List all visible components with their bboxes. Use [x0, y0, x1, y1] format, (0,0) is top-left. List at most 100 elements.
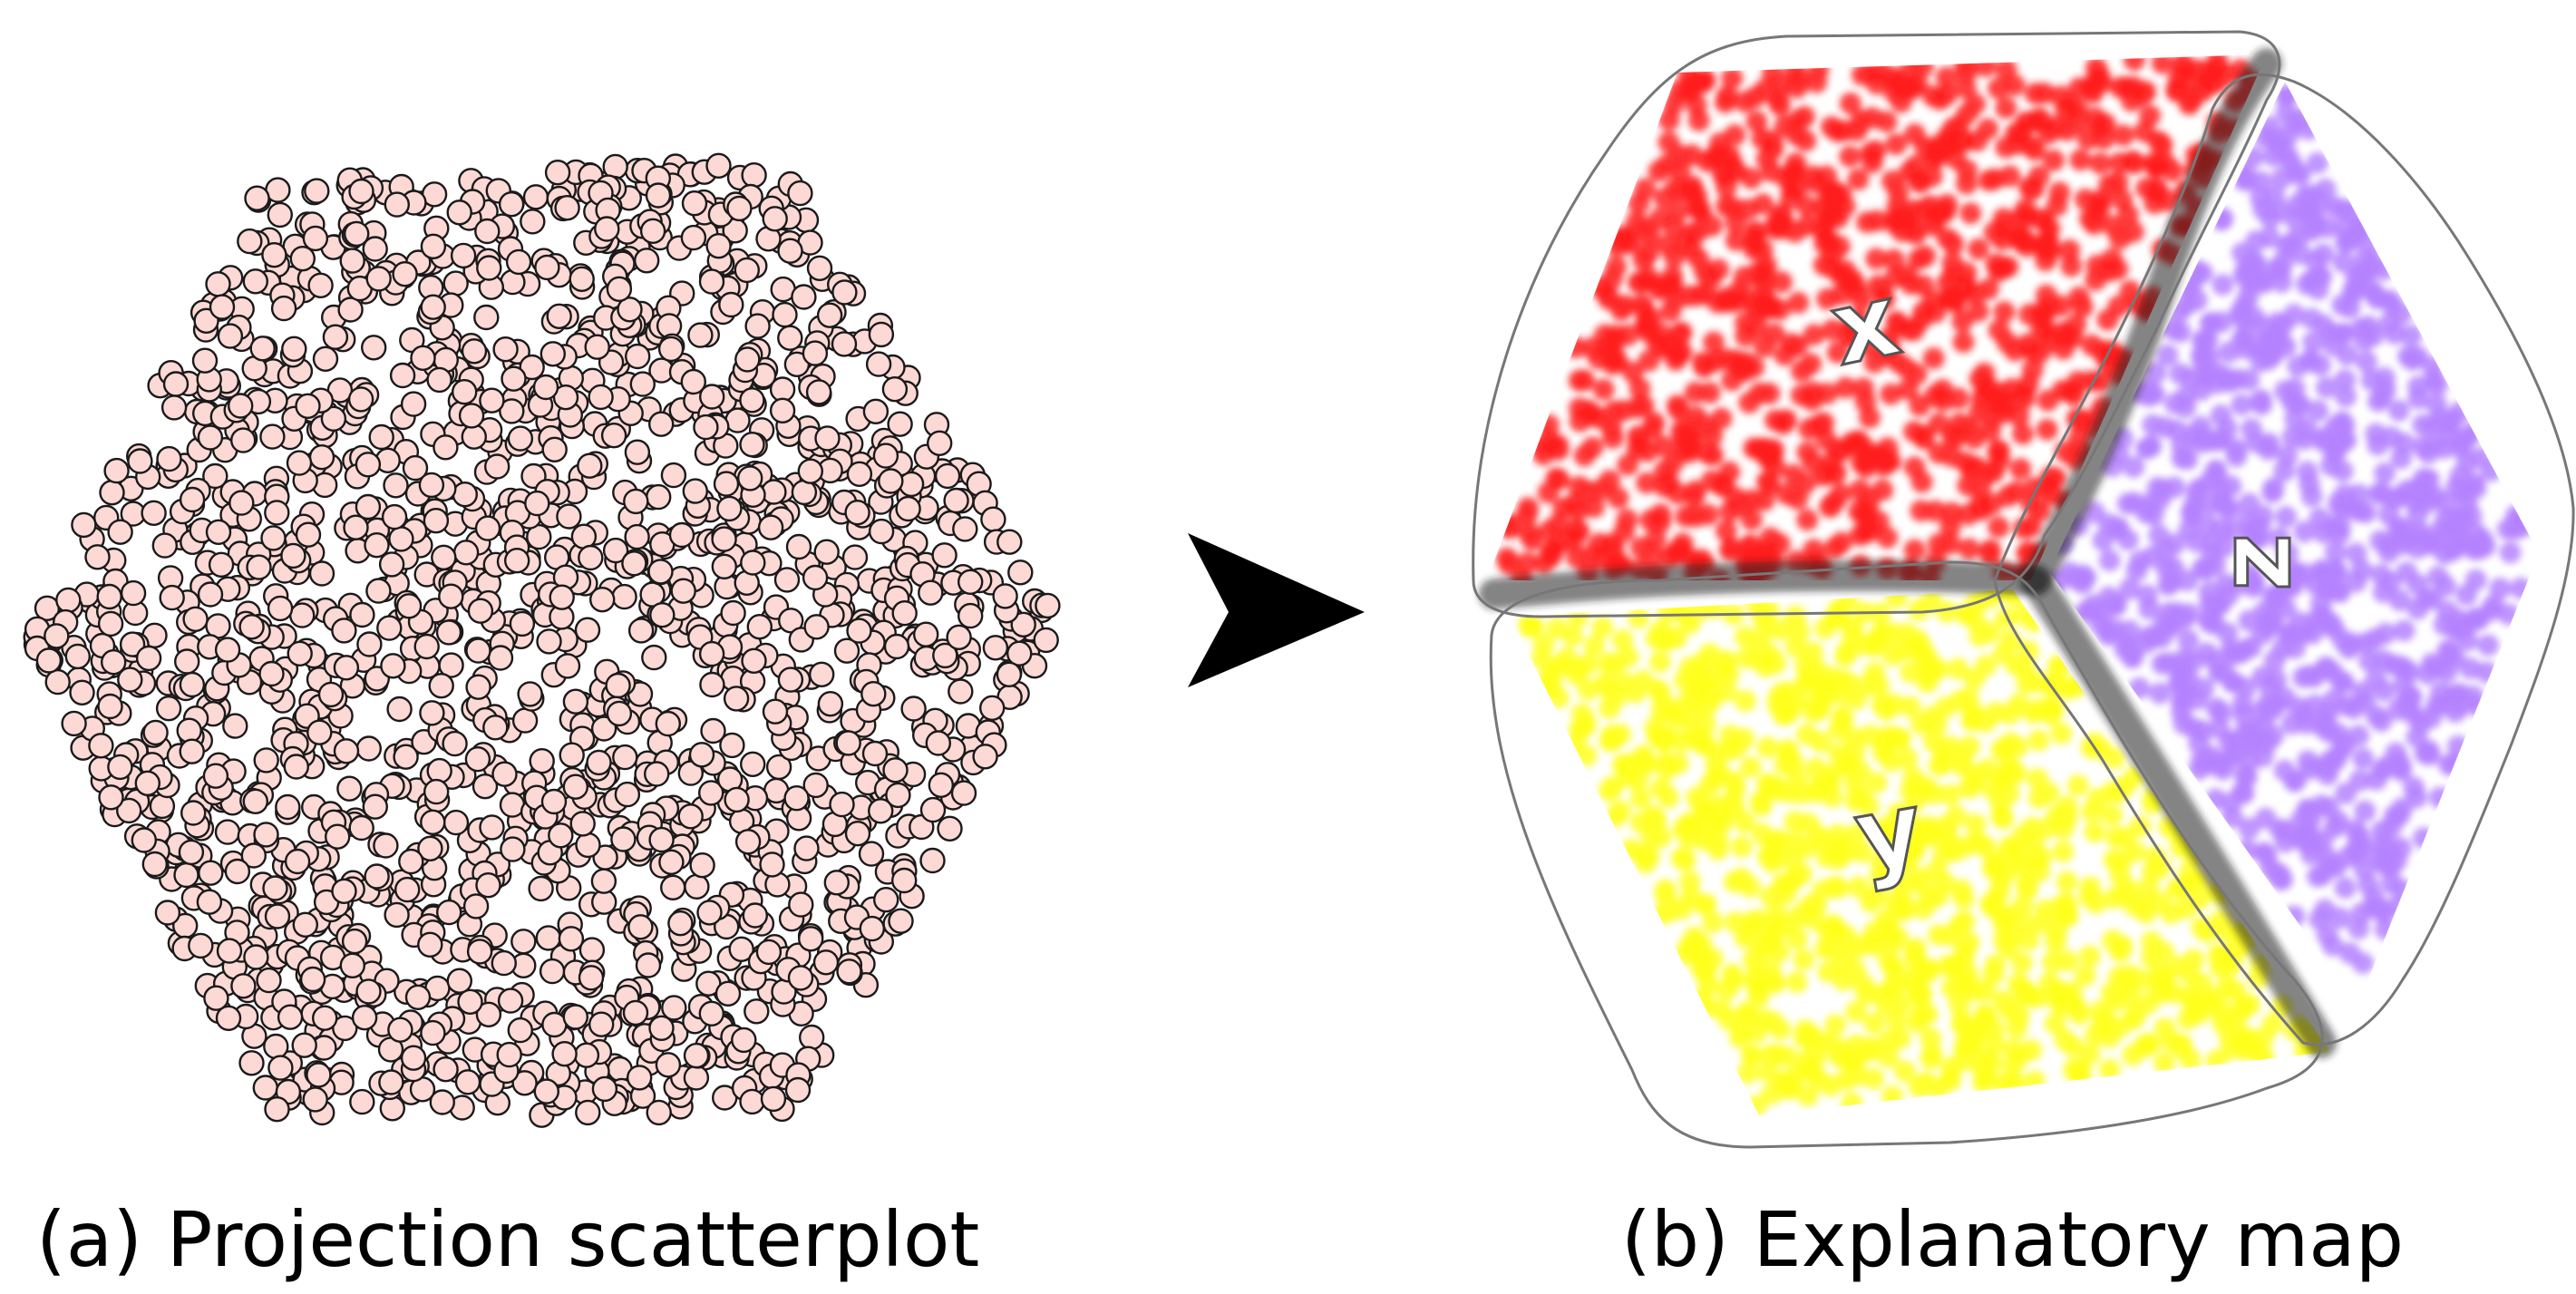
scatter-point — [634, 248, 660, 274]
scatter-point — [362, 793, 388, 820]
map-point — [2098, 550, 2121, 572]
scatter-point — [647, 559, 674, 585]
map-point — [1998, 782, 2020, 804]
map-point — [2139, 104, 2161, 127]
map-point — [1778, 701, 1801, 723]
scatter-point — [627, 618, 655, 644]
map-point — [1963, 773, 1985, 795]
scatter-point — [677, 803, 704, 830]
scatter-point — [61, 710, 87, 737]
map-point — [2289, 243, 2312, 266]
map-point — [2176, 569, 2199, 592]
map-point — [2289, 164, 2311, 186]
scatter-point — [491, 949, 517, 977]
map-point — [1968, 238, 1989, 260]
map-point — [1826, 599, 1849, 622]
map-point — [2139, 435, 2162, 458]
scatter-point — [813, 539, 840, 565]
scatter-point — [785, 533, 812, 560]
map-point — [1881, 1085, 1904, 1107]
scatter-point — [742, 902, 768, 929]
map-point — [1979, 539, 2001, 561]
map-point — [2275, 506, 2298, 528]
scatter-point — [881, 376, 909, 403]
scatter-point — [744, 998, 770, 1025]
scatter-point — [386, 696, 413, 723]
scatter-point — [562, 1004, 588, 1030]
map-point — [1634, 178, 1657, 200]
scatter-point — [388, 526, 414, 552]
map-point — [1667, 201, 1688, 224]
map-point — [2295, 712, 2318, 735]
map-point — [1887, 822, 1910, 845]
map-point — [1601, 426, 1624, 449]
map-point — [1659, 300, 1682, 322]
map-point — [1684, 381, 1706, 404]
scatter-point — [698, 640, 725, 667]
scatter-point — [438, 583, 464, 609]
map-point — [2221, 806, 2243, 829]
scatter-point — [806, 255, 833, 281]
map-point — [2021, 358, 2044, 381]
scatter-point — [726, 195, 753, 222]
caption-projection-scatterplot: (a) Projection scatterplot — [36, 1195, 980, 1284]
scatter-point — [135, 645, 162, 672]
map-point — [2350, 902, 2373, 925]
map-point — [1724, 777, 1746, 800]
scatter-point — [289, 602, 316, 628]
scatter-point — [230, 973, 257, 999]
map-point — [1546, 618, 1568, 640]
scatter-point — [625, 343, 651, 370]
scatter-point — [868, 518, 895, 545]
map-point — [2105, 826, 2127, 849]
map-point — [1634, 851, 1657, 874]
map-point — [1498, 553, 1521, 576]
scatter-point — [380, 653, 406, 679]
scatter-point — [740, 751, 766, 777]
scatter-point — [559, 742, 585, 768]
scatter-point — [925, 730, 952, 756]
map-point — [1603, 345, 1626, 367]
map-point — [1967, 300, 1989, 323]
map-point — [2153, 540, 2176, 562]
scatter-point — [384, 191, 410, 218]
map-point — [1771, 218, 1793, 239]
map-point — [1581, 404, 1604, 427]
map-point — [2030, 208, 2053, 230]
scatter-point — [698, 780, 724, 806]
map-point — [1935, 600, 1958, 623]
map-point — [2223, 643, 2246, 666]
map-point — [1795, 724, 1818, 746]
scatter-point — [868, 321, 895, 348]
scatter-point — [228, 393, 254, 419]
scatter-point — [773, 567, 801, 593]
map-point — [2037, 122, 2060, 145]
map-point — [2236, 1026, 2259, 1049]
map-point — [1719, 146, 1742, 169]
map-point — [1818, 229, 1841, 252]
scatter-point — [891, 867, 918, 894]
map-point — [2191, 262, 2213, 285]
scatter-point — [755, 939, 783, 966]
map-point — [1754, 78, 1776, 101]
map-point — [1852, 841, 1874, 863]
map-point — [1880, 383, 1902, 405]
map-point — [1738, 392, 1761, 414]
map-point — [2331, 671, 2354, 694]
map-point — [2313, 657, 2336, 680]
map-point — [2180, 501, 2202, 523]
scatter-point — [562, 773, 588, 800]
map-point — [2429, 682, 2452, 704]
map-point — [1968, 401, 1990, 423]
map-point — [2177, 629, 2200, 652]
scatter-point — [154, 900, 181, 926]
scatter-point — [141, 500, 167, 526]
map-point — [1951, 1049, 1974, 1072]
map-point — [2220, 475, 2242, 498]
scatter-point — [454, 1069, 481, 1095]
map-point — [1770, 618, 1793, 641]
map-point — [1716, 979, 1738, 1002]
map-point — [2406, 725, 2428, 748]
scatter-point — [660, 874, 686, 900]
map-point — [2024, 83, 2046, 105]
